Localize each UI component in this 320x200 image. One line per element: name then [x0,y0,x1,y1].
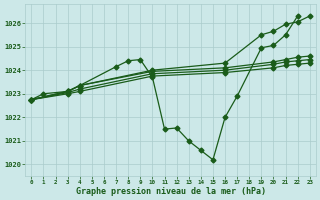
X-axis label: Graphe pression niveau de la mer (hPa): Graphe pression niveau de la mer (hPa) [76,187,266,196]
